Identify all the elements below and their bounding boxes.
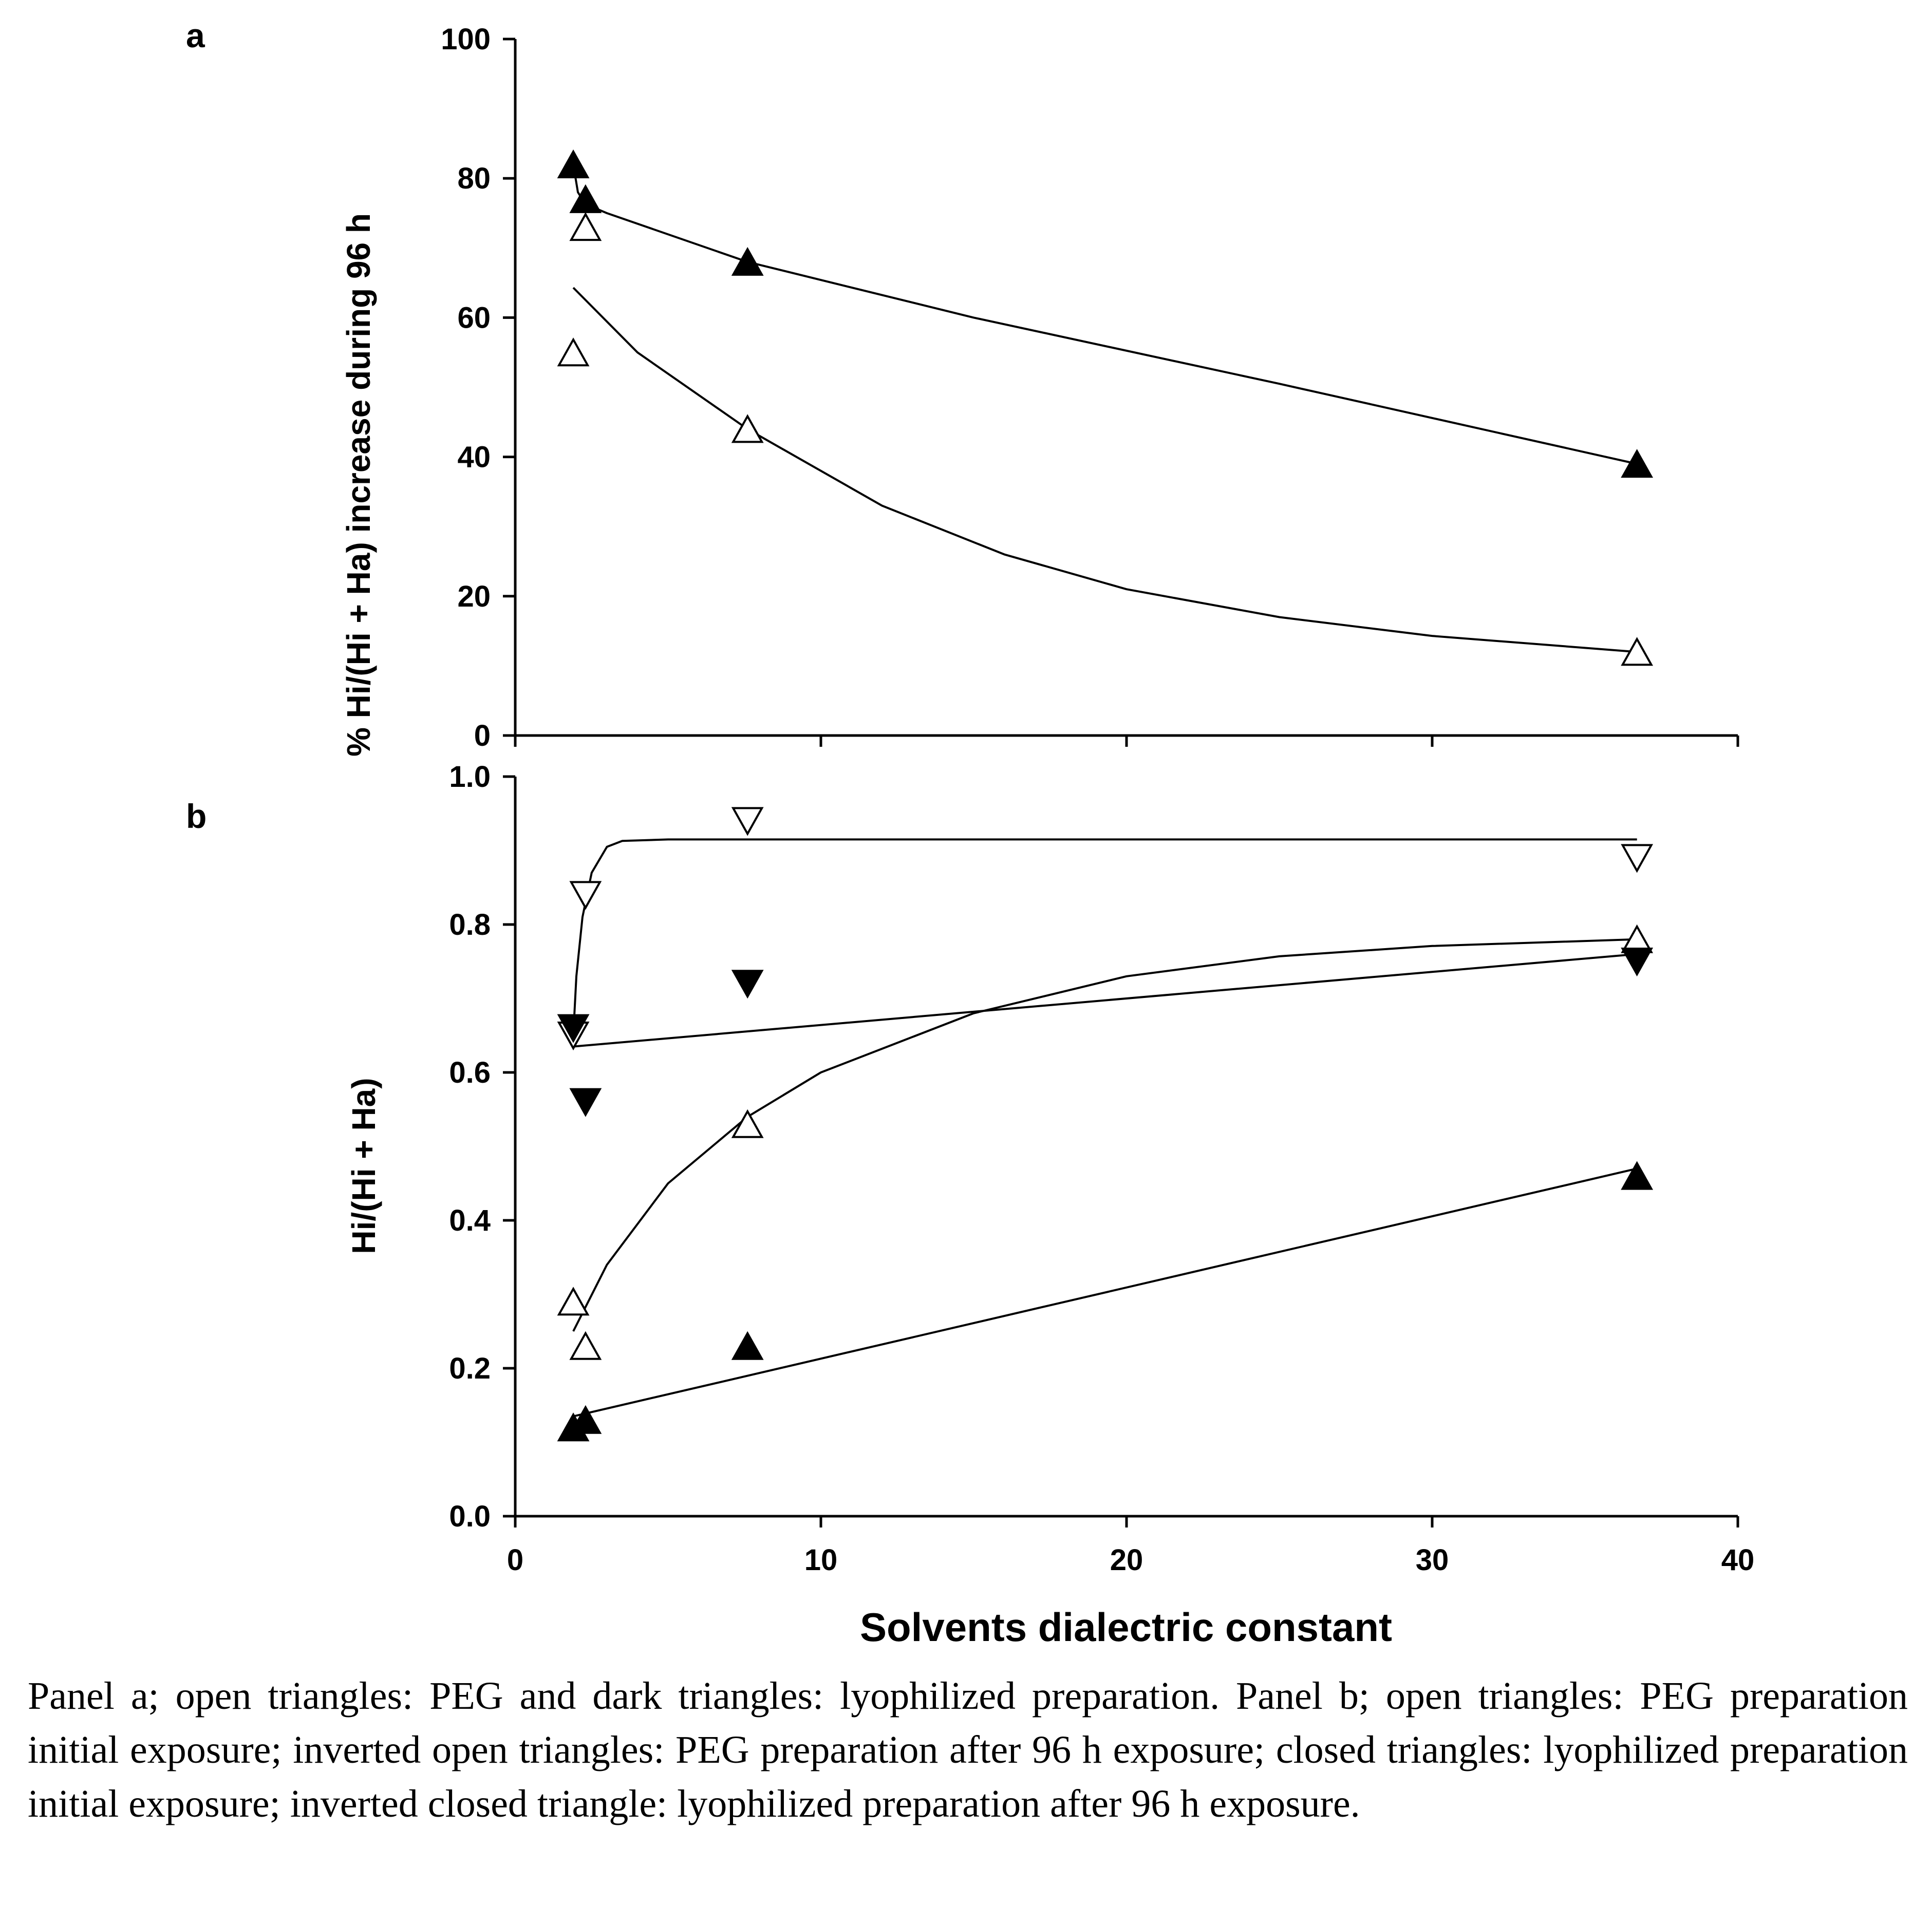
panel-b-chart: 0.0 0.2 0.4 0.6 0.8 1.0 0 10 20 30 40 (449, 760, 1754, 1577)
panel-b-series-3-point-3 (731, 1331, 764, 1360)
panel-b-x-tick-label: 30 (1416, 1543, 1449, 1577)
panel-b-fit-line-1 (572, 938, 1637, 1332)
panel-a-series-2-point-2 (569, 184, 602, 213)
panel-b-y-tick-label: 1.0 (449, 760, 491, 794)
panel-a-series-2-point-3 (731, 247, 764, 276)
x-axis-title: Solvents dialectric constant (860, 1605, 1392, 1650)
panel-b-x-tick-label: 0 (507, 1543, 523, 1577)
panel-b-series-2-point-3 (731, 807, 764, 836)
panel-b-y-axis-title: Hi/(Hi + Ha) (345, 1078, 382, 1254)
panel-a-series-2-point-4 (1621, 449, 1654, 478)
panel-a-y-tick-label: 0 (474, 719, 491, 752)
panel-b-series-4-point-3 (731, 970, 764, 999)
panel-b-y-tick-label: 0.6 (449, 1056, 491, 1089)
panel-b-x-tick-label: 20 (1110, 1543, 1143, 1577)
panel-a-fit-line-1 (572, 287, 1637, 653)
panel-b-series-2-point-2 (569, 881, 602, 910)
panel-b-x-tick-label: 10 (804, 1543, 838, 1577)
panel-b-series-1-point-1 (557, 1287, 590, 1316)
panel-b-series-4-point-1 (557, 1014, 590, 1043)
panel-a-series-1-point-3 (731, 414, 764, 443)
panel-b-series-4-point-2 (569, 1088, 602, 1117)
panel-b-series-2-point-4 (1621, 844, 1654, 873)
panel-b-x-tick-label: 40 (1721, 1543, 1755, 1577)
panel-b-series-3-point-2 (569, 1405, 602, 1434)
panel-b-fit-line-4 (573, 953, 1637, 1048)
panel-label-a: a (186, 16, 205, 54)
panel-label-b: b (186, 797, 207, 835)
figure-caption: Panel a; open triangles: PEG and dark tr… (28, 1674, 1908, 1825)
panel-a-y-tick-label: 20 (457, 580, 491, 613)
panel-b-fit-line-2 (572, 838, 1637, 1036)
panel-a-y-tick-label: 40 (457, 441, 491, 474)
panel-b-series-3-point-4 (1621, 1161, 1654, 1190)
panel-a-y-tick-label: 100 (441, 23, 491, 56)
panel-b-y-tick-label: 0.2 (449, 1352, 491, 1385)
panel-a-y-tick-label: 80 (457, 162, 491, 195)
panel-b-y-tick-label: 0.8 (449, 908, 491, 941)
panel-a-chart: 0 20 40 60 80 100 (441, 23, 1739, 752)
panel-a-series-1-point-1 (557, 337, 590, 367)
panel-b-fit-line-3 (573, 1167, 1638, 1418)
panel-b-y-tick-label: 0.4 (449, 1204, 491, 1237)
panel-b-y-tick-label: 0.0 (449, 1500, 491, 1533)
panel-a-y-tick-label: 60 (457, 301, 491, 334)
panel-a-fit-line-2 (572, 164, 1638, 465)
panel-a-y-axis-title: % Hi/(Hi + Ha) increase during 96 h (340, 213, 377, 757)
panel-b-series-1-point-2 (569, 1331, 602, 1360)
panel-b-series-1-point-3 (731, 1109, 764, 1138)
panel-b-series-4-point-4 (1621, 948, 1654, 977)
panel-a-series-2-point-1 (557, 149, 590, 179)
panel-a-series-1-point-4 (1621, 637, 1654, 666)
panel-a-series-1-point-2 (569, 212, 602, 241)
